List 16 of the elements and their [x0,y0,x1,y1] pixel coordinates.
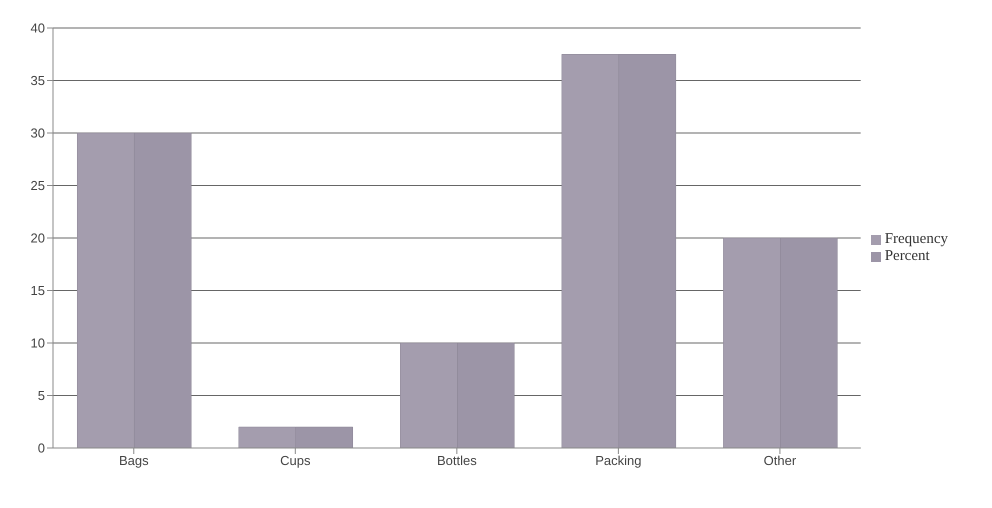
x-tick-label: Cups [280,453,311,468]
y-tick-label: 20 [30,230,45,246]
legend-label: Frequency [884,231,948,247]
y-tick-label: 15 [30,283,45,298]
y-tick-label: 40 [30,20,45,36]
x-tick-label: Other [764,453,797,468]
y-tick-label: 0 [38,440,45,456]
x-tick-label: Packing [595,453,642,468]
y-tick-label: 5 [38,388,45,404]
legend-label: Percent [884,248,930,264]
x-tick-label: Bottles [436,453,478,468]
y-tick-label: 10 [30,336,45,351]
y-tick-label: 25 [30,178,45,194]
y-tick-label: 30 [30,126,45,141]
y-tick-label: 35 [30,73,45,88]
x-tick-label: Bags [118,453,150,468]
